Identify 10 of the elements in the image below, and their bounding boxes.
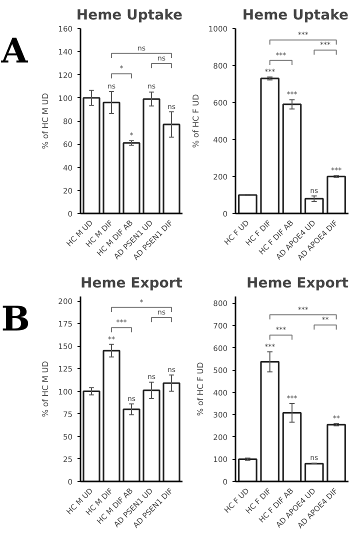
chart-title: Heme Export xyxy=(246,276,349,292)
y-axis-title: % of HC F UD xyxy=(191,94,200,148)
y-axis-title: % of HC M UD xyxy=(41,92,50,149)
chart-title: Heme Uptake xyxy=(242,8,349,24)
y-axis-title: % of HC M UD xyxy=(41,360,50,417)
chart-title: Heme Uptake xyxy=(76,8,183,24)
text: B xyxy=(1,299,30,340)
text: A xyxy=(0,31,28,72)
chart-title: Heme Export xyxy=(80,276,183,292)
y-axis-title: % of HC F UD xyxy=(196,362,206,416)
